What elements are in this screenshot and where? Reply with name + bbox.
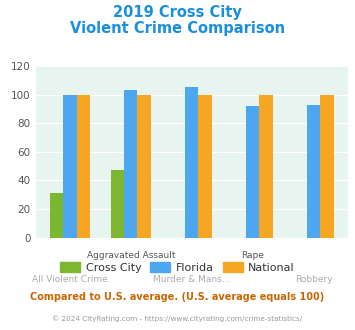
Text: Murder & Mans...: Murder & Mans... <box>153 275 230 284</box>
Text: © 2024 CityRating.com - https://www.cityrating.com/crime-statistics/: © 2024 CityRating.com - https://www.city… <box>53 315 302 322</box>
Bar <box>137 95 151 238</box>
Text: 2019 Cross City: 2019 Cross City <box>113 5 242 20</box>
Bar <box>77 95 90 238</box>
Text: Compared to U.S. average. (U.S. average equals 100): Compared to U.S. average. (U.S. average … <box>31 292 324 302</box>
Bar <box>124 90 137 238</box>
Text: Rape: Rape <box>241 251 264 260</box>
Bar <box>185 87 198 238</box>
Text: Robbery: Robbery <box>295 275 332 284</box>
Text: All Violent Crime: All Violent Crime <box>32 275 108 284</box>
Bar <box>111 170 124 238</box>
Bar <box>246 106 260 238</box>
Bar <box>198 95 212 238</box>
Bar <box>63 95 77 238</box>
Bar <box>320 95 334 238</box>
Text: Aggravated Assault: Aggravated Assault <box>87 251 175 260</box>
Bar <box>50 193 63 238</box>
Legend: Cross City, Florida, National: Cross City, Florida, National <box>56 258 299 278</box>
Text: Violent Crime Comparison: Violent Crime Comparison <box>70 21 285 36</box>
Bar <box>307 105 320 238</box>
Bar <box>260 95 273 238</box>
